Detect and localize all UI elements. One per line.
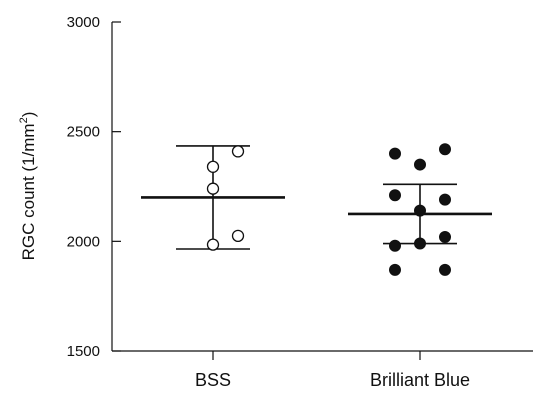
- data-point: [206, 160, 220, 173]
- y-tick-label: 2500: [67, 124, 100, 141]
- data-point: [389, 189, 401, 202]
- y-tick-label: 2000: [67, 233, 100, 250]
- group-bss: [141, 145, 285, 251]
- data-point: [389, 147, 401, 160]
- x-category-label: BSS: [195, 370, 231, 390]
- data-point: [206, 182, 220, 195]
- data-point: [439, 263, 451, 276]
- data-point: [389, 263, 401, 276]
- group-brilliant-blue: [348, 143, 492, 276]
- x-axis-ticks: BSS Brilliant Blue: [195, 351, 470, 390]
- data-point: [389, 239, 401, 252]
- data-point: [439, 143, 451, 156]
- y-tick-label: 1500: [67, 343, 100, 360]
- data-point: [206, 238, 220, 251]
- y-tick-label: 3000: [67, 14, 100, 31]
- y-axis-title-main: RGC count (1/mm: [19, 123, 38, 260]
- x-category-label: Brilliant Blue: [370, 370, 470, 390]
- y-axis-title: RGC count (1/mm2): [18, 112, 38, 261]
- data-point: [439, 230, 451, 243]
- data-point: [231, 229, 245, 243]
- y-axis-title-superscript: 2: [18, 117, 30, 123]
- y-axis-ticks: 1500 2000 2500 3000: [67, 14, 121, 360]
- data-point: [414, 237, 426, 250]
- data-point: [231, 145, 245, 158]
- data-point: [414, 204, 426, 217]
- y-axis-title-close: ): [19, 112, 38, 118]
- data-point: [414, 158, 426, 171]
- data-groups: [141, 143, 492, 276]
- data-point: [439, 193, 451, 206]
